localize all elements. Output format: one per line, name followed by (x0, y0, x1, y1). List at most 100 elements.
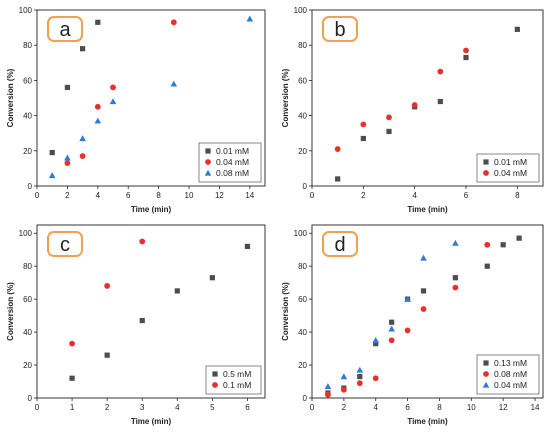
y-tick-label: 100 (294, 229, 308, 238)
x-tick-label: 5 (210, 403, 215, 412)
data-point (244, 243, 251, 250)
data-point (356, 380, 363, 387)
y-tick-label: 60 (23, 295, 32, 304)
data-point (49, 149, 55, 156)
data-point (372, 337, 380, 343)
data-point (516, 235, 522, 241)
data-point (452, 284, 459, 291)
data-point (373, 341, 379, 347)
y-tick-label: 40 (23, 328, 32, 337)
plot-frame (36, 9, 266, 187)
data-point (170, 80, 178, 87)
y-tick-label: 60 (298, 76, 307, 85)
data-point (139, 317, 145, 324)
y-tick-label: 20 (298, 361, 307, 370)
data-point (386, 114, 392, 121)
y-tick-label: 40 (298, 328, 307, 337)
data-point (80, 46, 86, 52)
legend-marker (212, 382, 218, 388)
x-axis-label: Time (min) (407, 417, 448, 426)
data-point (386, 128, 392, 135)
legend-marker (483, 371, 489, 377)
data-point (356, 366, 364, 373)
y-tick-label: 0 (303, 182, 308, 191)
panel-tag-label: b (334, 19, 345, 41)
panel-tag-box (322, 16, 358, 42)
data-point (334, 146, 341, 152)
data-point (69, 340, 75, 347)
x-tick-label: 12 (215, 191, 224, 200)
y-axis-label: Conversion (%) (6, 282, 15, 341)
data-point (411, 102, 418, 108)
y-tick-label: 100 (19, 229, 33, 238)
legend-marker (483, 360, 489, 366)
y-tick-label: 100 (19, 6, 33, 15)
x-axis-label: Time (min) (407, 205, 448, 214)
data-point (109, 98, 117, 105)
x-tick-label: 2 (342, 403, 347, 412)
y-tick-label: 80 (23, 41, 32, 50)
data-point (452, 239, 459, 246)
x-axis-label: Time (min) (131, 205, 172, 214)
x-tick-label: 6 (464, 191, 469, 200)
legend-label: 0.5 mM (223, 369, 251, 379)
data-point (95, 19, 101, 25)
y-tick-label: 20 (23, 361, 32, 370)
x-tick-label: 6 (405, 403, 410, 412)
legend-marker (483, 170, 489, 176)
legend-label: 0.08 mM (216, 168, 249, 178)
y-tick-label: 0 (28, 182, 33, 191)
y-tick-label: 80 (298, 41, 307, 50)
x-tick-label: 0 (35, 191, 40, 200)
data-point (64, 160, 71, 167)
x-tick-label: 10 (185, 191, 194, 200)
legend-marker (482, 381, 490, 388)
panel-tag-box (47, 231, 83, 257)
y-tick-label: 80 (23, 262, 32, 271)
data-point (94, 103, 101, 110)
data-point (452, 275, 458, 281)
data-point (209, 275, 215, 281)
legend-label: 0.13 mM (494, 358, 527, 368)
x-tick-label: 2 (105, 403, 110, 412)
data-point (325, 391, 331, 398)
y-axis-label: Conversion (%) (281, 68, 290, 127)
data-point (64, 84, 70, 91)
data-point (246, 15, 254, 22)
x-tick-label: 14 (245, 191, 254, 200)
x-tick-label: 0 (310, 191, 315, 200)
panel-tag-label: c (60, 234, 70, 256)
x-tick-label: 6 (245, 403, 250, 412)
panel-tag-label: d (334, 234, 345, 256)
x-tick-label: 4 (373, 403, 378, 412)
data-point (420, 306, 427, 312)
data-point (357, 373, 363, 380)
y-tick-label: 20 (23, 147, 32, 156)
data-point (69, 375, 75, 381)
series-1 (325, 241, 491, 398)
data-point (404, 327, 411, 334)
data-point (104, 283, 111, 289)
y-tick-label: 0 (303, 394, 308, 403)
series-1 (69, 238, 146, 347)
x-tick-label: 8 (156, 191, 161, 200)
data-point (484, 241, 491, 248)
data-point (389, 319, 395, 325)
legend-label: 0.04 mM (216, 157, 249, 167)
data-point (437, 68, 444, 75)
y-tick-label: 80 (298, 262, 307, 271)
x-tick-label: 8 (515, 191, 520, 200)
data-point (94, 117, 102, 124)
data-point (360, 121, 367, 128)
x-tick-label: 6 (126, 191, 131, 200)
data-point (420, 254, 427, 261)
data-point (360, 135, 366, 142)
x-tick-label: 10 (467, 403, 476, 412)
legend-label: 0.1 mM (223, 380, 251, 390)
data-point (324, 383, 332, 390)
y-tick-label: 60 (298, 295, 307, 304)
y-tick-label: 20 (298, 147, 307, 156)
data-point (104, 352, 110, 358)
